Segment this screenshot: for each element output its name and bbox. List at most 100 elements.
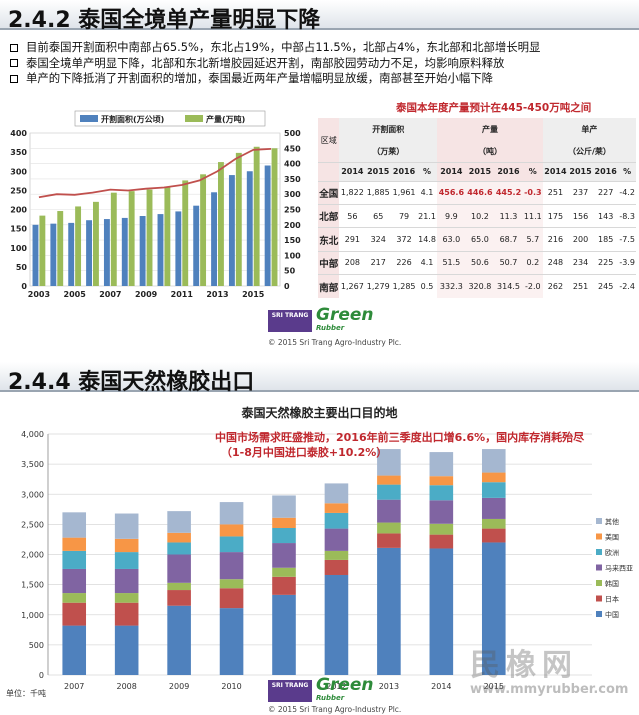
stacked-bar-segment [62,593,87,603]
region-table: 区域 开割面积 产量 单产 （万莱） （吨） （公斤/莱） 2014 2015 20… [318,118,636,298]
output-bar [200,174,207,286]
copyright: © 2015 Sri Trang Agro-Industry Plc. [268,338,402,347]
area-bar [121,217,128,286]
table-cell: 11.1 [522,203,543,228]
legend-label: 韩国 [605,579,619,588]
stacked-bar-segment [324,503,349,513]
stacked-bar-segment [219,502,244,525]
chart2-title: 泰国天然橡胶主要出口目的地 [241,406,398,420]
table-cell: 245 [593,274,619,298]
table-row: 北部 56 65 79 21.1 9.9 10.2 11.3 11.1 175 156 143 -8.3 [318,203,636,228]
unit-label: 单位：千吨 [6,689,46,698]
table-cell: 56 [339,203,366,228]
stacked-bar-segment [62,537,87,551]
table-cell: 21.1 [416,203,438,228]
output-bar [93,201,99,286]
table-region-cell: 南部 [318,274,340,298]
table-row: 东北 291 324 372 14.8 63.0 65.0 68.7 5.7 216 200 185-… [318,227,636,252]
area-bar [86,220,92,286]
output-bar [218,162,224,286]
table-subheader: % [522,162,543,182]
legend-label: 中国 [605,610,619,619]
group-header: 开割面积 [339,118,438,141]
stacked-bar-segment [324,512,349,529]
table-subheader: 2015 [567,162,594,182]
sri-trang-logo: SRI TRANG Green Rubber [268,306,374,332]
table-cell: 51.5 [437,250,466,275]
stacked-bar-segment [167,542,191,555]
left-axis-tick-label: 250 [10,186,27,195]
region-header: 区域 [318,118,340,163]
area-bar [228,175,235,286]
table-cell: 156 [567,203,594,228]
stacked-bar-segment [429,534,454,549]
table-cell: 185 [593,227,619,252]
stacked-bar-segment [324,528,349,551]
table-cell: 291 [339,227,366,252]
area-bar [211,192,217,286]
y-axis-tick-label: 0 [39,671,44,680]
area-output-chart: 0 50 100 150 200 250 300 350 400 0 50 100 150 200 250 3… [10,110,301,299]
export-destination-chart: 0 500 1,000 1,500 2,000 2,500 3,000 3,500 4,000 2… [21,430,633,691]
table-subheader: % [618,162,636,182]
stacked-bar-segment [114,552,139,569]
stacked-bar-segment [167,582,191,591]
stacked-bar-segment [272,517,296,528]
output-line [38,148,272,199]
stacked-bar-segment [114,513,139,539]
table-note: 泰国本年度产量预计在445-450万吨之间 [396,102,592,114]
stacked-bar-segment [481,542,506,675]
area-bar [139,216,146,286]
legend-label: 马来西亚 [605,565,633,573]
left-axis-tick-label: 0 [21,282,27,291]
table-cell: -3.9 [618,250,636,275]
stacked-bar-segment [324,550,349,560]
stacked-bar-segment [62,512,87,538]
area-bar [32,224,39,286]
stacked-bar-segment [272,594,296,675]
table-cell: 50.7 [494,250,523,275]
table-cell: 225 [593,250,619,275]
stacked-bar-segment [167,605,191,675]
area-bar [68,222,75,286]
stacked-bar-segment [114,593,139,603]
area-bar [246,171,253,286]
stacked-bar-segment [167,590,191,606]
output-bar [164,186,171,286]
output-bar [39,215,46,286]
table-cell: -8.3 [618,203,636,228]
table-cell: 262 [542,274,568,298]
stacked-bar-segment [219,552,244,580]
section2-title-bar: 2.4.4 泰国天然橡胶出口 [0,362,639,395]
stacked-bar-segment [377,475,401,485]
logo-green: Green [316,305,374,325]
square-bullet-icon [10,59,18,67]
x-axis-tick-label: 2013 [206,290,228,299]
output-bar [182,180,189,286]
output-bar [128,191,135,286]
group-unit: （万莱） [339,140,438,163]
left-axis-tick-label: 300 [10,167,27,176]
legend-label: 产量(万吨) [206,114,245,124]
legend-label: 日本 [605,595,619,604]
legend-swatch [596,533,602,540]
stacked-bar-segment [429,523,454,535]
table-cell: 50.6 [465,250,495,275]
stacked-bar-segment [272,527,296,544]
section2-title: 2.4.4 泰国天然橡胶出口 [8,370,255,395]
stacked-bar-segment [114,602,139,626]
x-axis-tick-label: 2014 [431,682,451,691]
output-bar [235,152,242,286]
table-cell: -2.4 [618,274,636,298]
stacked-bar-segment [481,472,506,483]
stacked-bar-segment [62,550,87,569]
stacked-bar-segment [272,543,296,568]
y-axis-tick-label: 3,500 [21,460,44,469]
right-axis-tick-label: 400 [284,160,301,169]
table-cell: 217 [365,250,392,275]
stacked-bar-segment [377,522,401,534]
output-bar [253,146,260,286]
right-axis-tick-label: 300 [284,190,301,199]
y-axis-tick-label: 3,000 [21,490,44,499]
square-bullet-icon [10,43,18,52]
